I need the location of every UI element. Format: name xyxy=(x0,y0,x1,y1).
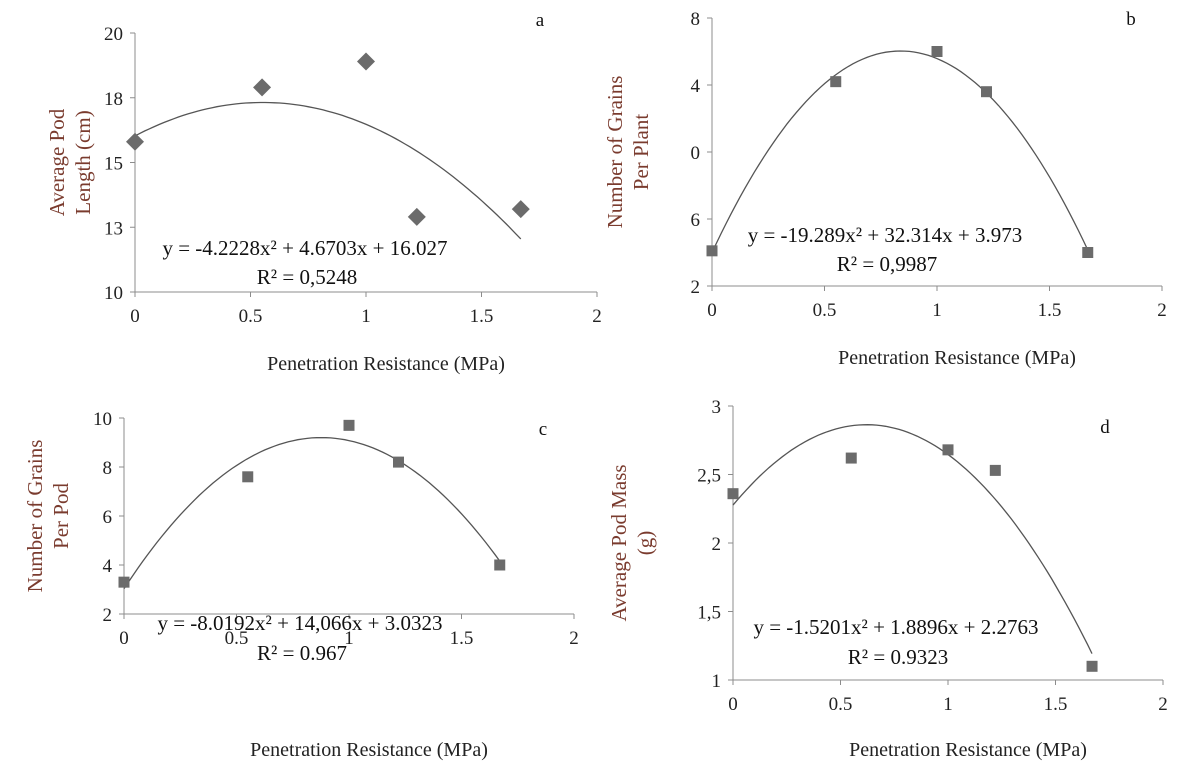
x-tick-label: 1.5 xyxy=(1044,694,1068,715)
y-tick-label: 13 xyxy=(104,218,123,239)
y-tick-label: 3 xyxy=(712,397,722,418)
y-tick-label: 18 xyxy=(104,89,123,110)
r-squared: R² = 0,5248 xyxy=(257,265,357,289)
trendline xyxy=(123,436,501,590)
trendline xyxy=(134,101,522,240)
data-point xyxy=(931,46,943,57)
data-point xyxy=(126,132,144,151)
x-tick-label: 0.5 xyxy=(829,694,853,715)
r-squared: R² = 0,9987 xyxy=(837,252,937,276)
x-axis-label: Penetration Resistance (MPa) xyxy=(250,739,488,761)
panel-label: d xyxy=(1100,417,1110,438)
panel-c: 0 0.5 1 1.5 2 2 4 6 8 10 Penetration Resistance (M… xyxy=(23,409,579,761)
y-tick-label: 8 xyxy=(103,458,113,479)
y-tick-label: 2 xyxy=(712,534,722,555)
data-point xyxy=(393,456,404,468)
x-tick-label: 1 xyxy=(932,300,942,321)
y-tick-label: 2 xyxy=(103,605,113,626)
r-squared: R² = 0.9323 xyxy=(848,645,948,669)
y-axis-label-line: Average Pod Mass xyxy=(607,464,631,621)
x-tick-label: 0 xyxy=(119,628,129,649)
data-point xyxy=(242,471,254,483)
y-tick-label: 0 xyxy=(691,143,701,164)
x-tick-label: 1 xyxy=(361,306,371,327)
y-tick-label: 1,5 xyxy=(697,603,721,624)
y-axis-label-line: Number of Grains xyxy=(23,440,47,593)
x-axis-label: Penetration Resistance (MPa) xyxy=(838,347,1076,369)
r-squared: R² = 0.967 xyxy=(257,641,347,665)
y-tick-label: 4 xyxy=(691,76,701,97)
x-tick-label: 1 xyxy=(344,628,354,649)
trend-equation: y = -1.5201x² + 1.8896x + 2.2763 xyxy=(753,615,1038,639)
y-axis-label: Number of Grains Per Plant xyxy=(603,76,653,229)
data-point xyxy=(118,576,130,588)
data-point xyxy=(981,86,992,98)
data-point xyxy=(942,444,954,456)
data-point xyxy=(511,200,530,219)
x-tick-label: 0.5 xyxy=(225,628,249,649)
data-point xyxy=(407,207,426,226)
data-point xyxy=(357,52,375,71)
x-tick-label: 1.5 xyxy=(470,306,494,327)
data-point xyxy=(494,559,506,571)
x-tick-label: 2 xyxy=(1157,300,1167,321)
x-tick-label: 0 xyxy=(728,694,738,715)
x-tick-label: 0.5 xyxy=(813,300,837,321)
y-tick-label: 2 xyxy=(691,277,701,298)
x-tick-label: 1.5 xyxy=(450,628,474,649)
data-point xyxy=(706,245,718,257)
y-axis-label-line: Number of Grains xyxy=(603,76,627,229)
x-tick-label: 0.5 xyxy=(239,306,263,327)
trend-equation: y = -8.0192x² + 14,066x + 3.0323 xyxy=(157,611,442,635)
y-axis-label-line: Length (cm) xyxy=(71,110,95,214)
panel-a: 0 0.5 1 1.5 2 10 13 15 18 20 Penetration Resistanc… xyxy=(45,10,602,375)
y-axis-label-line: Per Plant xyxy=(629,114,653,191)
data-point xyxy=(830,76,842,88)
x-tick-label: 2 xyxy=(1158,694,1168,715)
panel-d: 0 0.5 1 1.5 2 1 1,5 2 2,5 3 Penetration Resistance… xyxy=(607,397,1168,761)
y-axis-label-line: Average Pod xyxy=(45,108,69,216)
x-tick-label: 0 xyxy=(707,300,717,321)
y-tick-label: 6 xyxy=(691,210,701,231)
trend-equation: y = -4.2228x² + 4.6703x + 16.027 xyxy=(162,236,447,260)
y-tick-label: 10 xyxy=(93,409,112,430)
y-tick-label: 8 xyxy=(691,9,701,30)
y-tick-label: 20 xyxy=(104,24,123,45)
trendline xyxy=(711,50,1089,253)
x-axis-label: Penetration Resistance (MPa) xyxy=(849,739,1087,761)
data-point xyxy=(253,78,272,97)
panel-label: c xyxy=(539,419,547,440)
y-tick-label: 6 xyxy=(103,507,113,528)
y-axis-label: Number of Grains Per Pod xyxy=(23,440,73,593)
y-tick-label: 10 xyxy=(104,283,123,304)
data-point xyxy=(343,419,355,431)
data-point xyxy=(727,488,739,500)
trendline xyxy=(732,424,1093,654)
y-tick-label: 1 xyxy=(712,671,722,692)
y-tick-label: 4 xyxy=(103,556,113,577)
y-axis-label-line: Per Pod xyxy=(49,483,73,549)
x-tick-label: 1 xyxy=(943,694,953,715)
panel-label: a xyxy=(536,10,545,31)
x-tick-label: 2 xyxy=(592,306,602,327)
panel-label: b xyxy=(1126,9,1136,30)
x-tick-label: 1.5 xyxy=(1038,300,1062,321)
y-axis-label: Average Pod Mass (g) xyxy=(607,464,657,621)
data-point xyxy=(1086,660,1098,672)
trend-equation: y = -19.289x² + 32.314x + 3.973 xyxy=(748,223,1023,247)
y-axis-label-line: (g) xyxy=(633,531,657,556)
x-tick-label: 2 xyxy=(569,628,579,649)
y-axis-label: Average Pod Length (cm) xyxy=(45,108,95,216)
data-point xyxy=(1082,247,1094,258)
data-point xyxy=(845,452,857,464)
y-tick-label: 2,5 xyxy=(697,466,721,487)
x-axis-label: Penetration Resistance (MPa) xyxy=(267,353,505,375)
y-tick-label: 15 xyxy=(104,154,123,175)
panel-b: 0 0.5 1 1.5 2 2 6 0 4 8 Penetration Resistance (MP… xyxy=(603,9,1167,369)
x-tick-label: 0 xyxy=(130,306,140,327)
data-point xyxy=(989,464,1001,476)
